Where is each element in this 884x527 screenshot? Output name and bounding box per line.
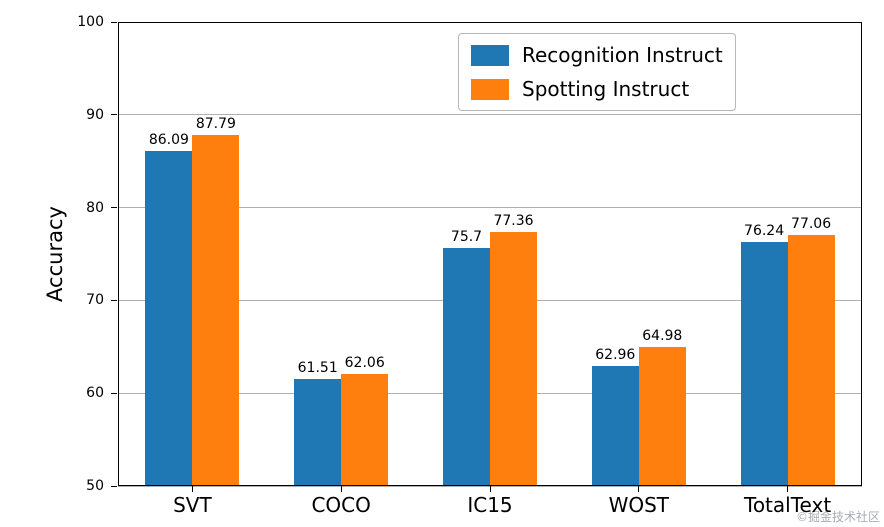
gridline [118, 21, 862, 23]
x-tick-label: IC15 [467, 493, 513, 517]
y-tick-label: 90 [86, 106, 104, 123]
bar [740, 242, 788, 486]
bar-value-label: 62.96 [595, 346, 636, 363]
watermark: ©掘金技术社区 [795, 510, 880, 524]
x-tick-mark [489, 486, 491, 492]
y-tick-label: 80 [86, 199, 104, 216]
x-tick-mark [191, 486, 193, 492]
bar-value-label: 62.06 [344, 355, 385, 372]
bar [145, 151, 193, 486]
x-tick-label: COCO [311, 493, 371, 517]
x-tick-mark [340, 486, 342, 492]
y-tick-mark [111, 114, 117, 116]
bar [638, 346, 686, 486]
bar-value-label: 64.98 [642, 327, 683, 344]
bar [341, 374, 389, 486]
legend-item-recognition: Recognition Instruct [471, 43, 723, 67]
y-tick-mark [111, 299, 117, 301]
y-tick-mark [111, 392, 117, 394]
bar [787, 234, 835, 486]
y-tick-label: 60 [86, 385, 104, 402]
legend-label: Recognition Instruct [522, 43, 723, 67]
legend-item-spotting: Spotting Instruct [471, 77, 723, 101]
y-tick-mark [111, 207, 117, 209]
y-tick-label: 100 [77, 14, 104, 30]
legend-swatch-recognition-instruct [471, 44, 509, 66]
legend-label: Spotting Instruct [522, 77, 690, 101]
x-tick-mark [787, 486, 789, 492]
bar-value-label: 87.79 [195, 116, 236, 133]
y-tick-label: 70 [86, 292, 104, 309]
bar-value-label: 77.36 [493, 213, 534, 230]
legend: Recognition Instruct Spotting Instruct [458, 33, 736, 111]
bar-value-label: 86.09 [148, 132, 189, 149]
x-tick-label: SVT [173, 493, 212, 517]
legend-swatch-spotting-instruct [471, 78, 509, 100]
bar [294, 379, 342, 486]
bar [591, 365, 639, 486]
x-tick-label: WOST [608, 493, 670, 517]
x-tick-mark [638, 486, 640, 492]
x-tick-label: TotalText [744, 493, 832, 517]
bar [443, 247, 490, 486]
y-tick-mark [111, 485, 117, 487]
gridline [118, 114, 862, 116]
bar [490, 232, 537, 486]
y-axis-label: Accuracy [43, 206, 67, 302]
bar-value-label: 61.51 [297, 360, 338, 377]
bar-value-label: 76.24 [744, 223, 785, 240]
bar-value-label: 75.7 [450, 228, 483, 245]
gridline [118, 207, 862, 209]
bar-value-label: 77.06 [791, 215, 832, 232]
y-tick-label: 50 [86, 478, 104, 494]
y-tick-mark [111, 21, 117, 23]
bar [192, 135, 240, 486]
